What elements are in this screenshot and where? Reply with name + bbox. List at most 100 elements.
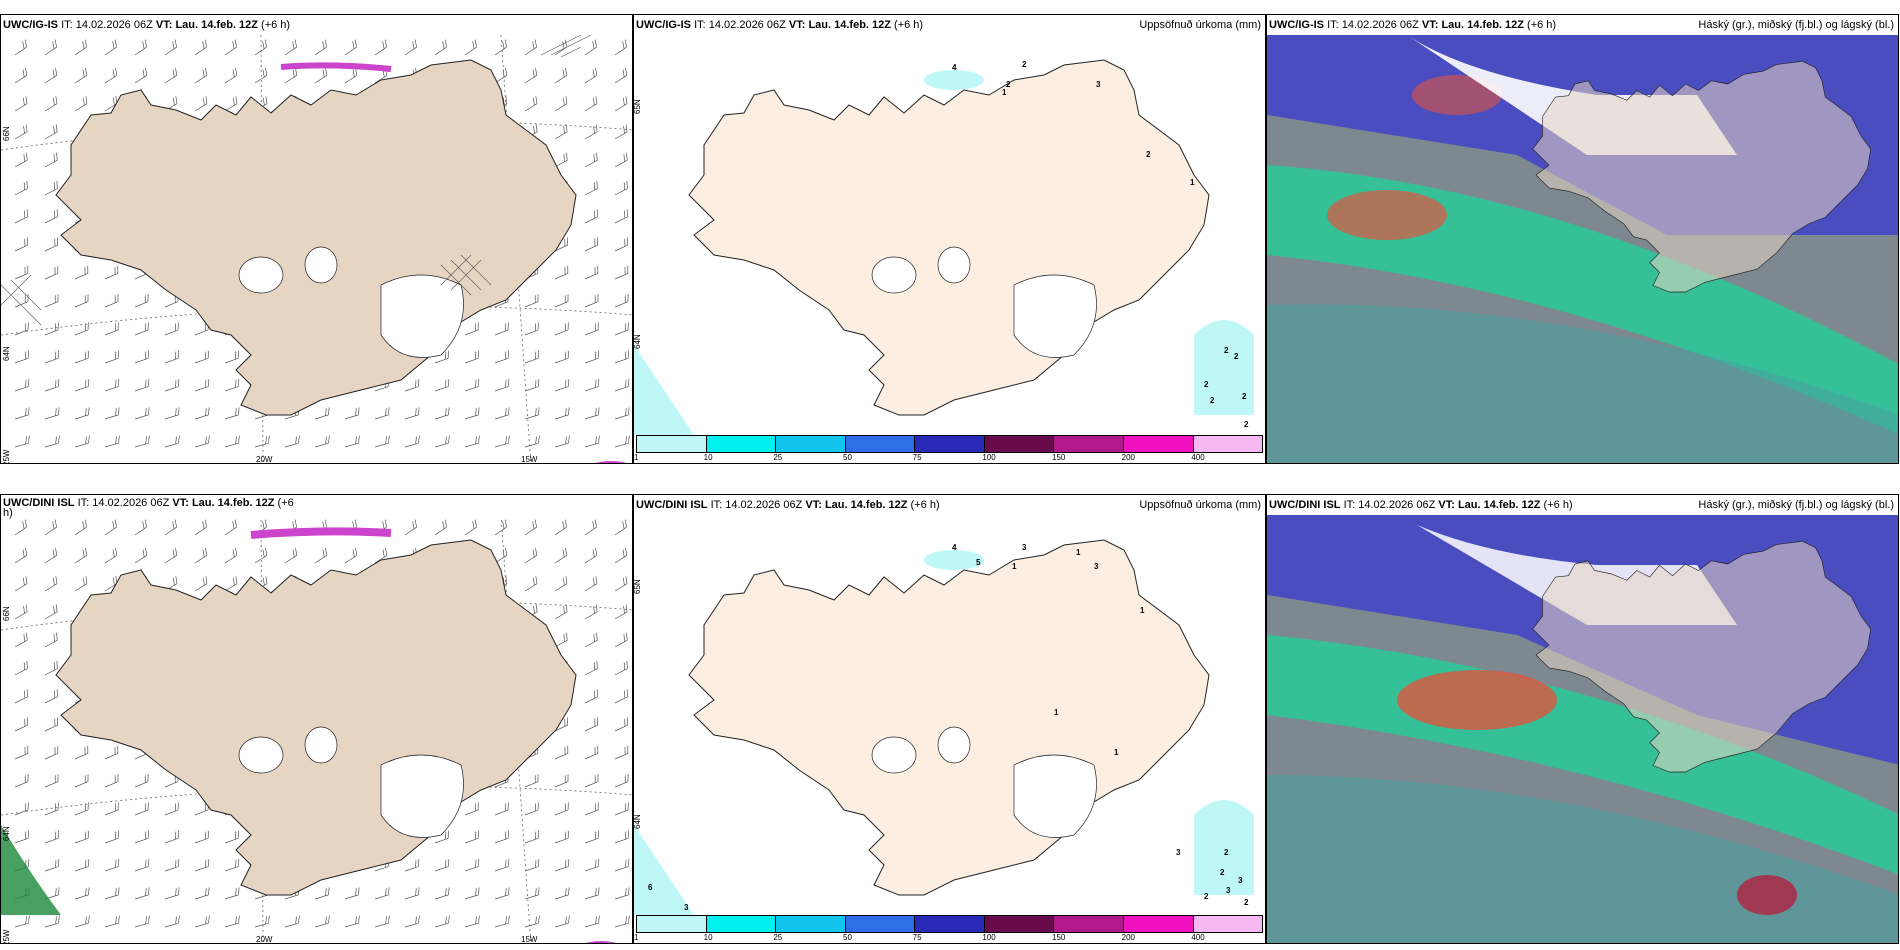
wind-barb: [134, 774, 149, 788]
wind-barb: [494, 915, 510, 928]
wind-barb: [74, 915, 90, 928]
wind-barb: [314, 435, 330, 448]
wind-barb: [434, 915, 450, 928]
wind-barb: [554, 322, 569, 336]
wind-barb: [44, 152, 58, 168]
panel-header: UWC/IG-IS IT: 14.02.2026 06Z VT: Lau. 14…: [1267, 15, 1898, 35]
wind-barb: [74, 435, 90, 448]
wind-barb: [404, 858, 420, 872]
wind-barb: [614, 887, 630, 900]
colorbar-tick-label: 200: [1121, 453, 1136, 462]
wind-barb: [374, 887, 390, 900]
wind-barb: [464, 887, 480, 900]
wind-barb: [584, 350, 599, 364]
wind-barb: [524, 350, 539, 364]
wind-barb: [44, 265, 59, 280]
wind-barb: [524, 435, 540, 448]
wind-barb: [614, 660, 628, 676]
wind-barb: [614, 435, 630, 448]
precip-value: 3: [1096, 80, 1101, 89]
svg-text:64N: 64N: [2, 346, 11, 361]
panel-header: UWC/DINI ISL IT: 14.02.2026 06Z VT: Lau.…: [634, 495, 1265, 515]
wind-barb: [74, 830, 89, 844]
colorbar-cell: [706, 436, 777, 452]
wind-barb: [14, 576, 28, 592]
wind-barb: [224, 378, 240, 392]
wind-barb: [44, 209, 58, 224]
wind-barb: [44, 124, 58, 140]
colorbar-tick-label: 100: [982, 453, 996, 462]
wind-barb: [434, 378, 450, 392]
wind-barb: [74, 887, 90, 900]
precip-map: 4 2 2 1 3 2 1 2 2 2 2 2 2 65N 64N: [634, 35, 1265, 435]
colorbar-tick-label: 400: [1191, 453, 1205, 462]
colorbar-cell: [984, 916, 1055, 932]
wind-barb: [44, 547, 58, 564]
wind-barb: [554, 830, 569, 844]
wind-barb: [44, 689, 58, 704]
wind-barb: [584, 265, 599, 280]
wind-barb: [224, 67, 238, 84]
wind-barb: [14, 265, 29, 280]
wind-barb: [14, 632, 28, 648]
colorbar-tick-label: 10: [703, 453, 713, 462]
colorbar-cell: [915, 436, 985, 452]
wind-barb: [404, 435, 420, 448]
wind-barb: [134, 887, 150, 900]
wind-barb: [554, 745, 569, 760]
wind-barb: [614, 604, 628, 620]
panel-header: UWC/DINI ISL IT: 14.02.2026 06Z VT: Lau.…: [1267, 495, 1898, 515]
wind-barb: [14, 407, 30, 420]
wind-barb: [494, 887, 510, 900]
wind-barb: [524, 887, 540, 900]
svg-text:64N: 64N: [2, 826, 11, 841]
wind-barb: [464, 830, 479, 844]
wind-barb: [164, 67, 178, 84]
precip-value: 2: [1204, 380, 1209, 389]
wind-map: 66N 64N 25W 20W 15W: [1, 515, 632, 944]
precip-value: 2: [1244, 898, 1249, 907]
wind-barb: [584, 435, 600, 448]
wind-barb: [104, 887, 120, 900]
wind-barb: [44, 39, 57, 56]
colorbar-tick-label: 25: [773, 933, 783, 942]
wind-barb: [584, 774, 599, 788]
wind-barb: [314, 67, 328, 84]
wind-barb: [584, 407, 600, 420]
wind-barb: [614, 774, 629, 788]
wind-barb: [14, 180, 28, 196]
wind-barb: [524, 67, 538, 84]
wind-barb: [14, 124, 28, 140]
colorbar-cell: [1123, 436, 1194, 452]
colorbar-tick-label: 400: [1191, 933, 1205, 942]
precip-value: 2: [1210, 396, 1215, 405]
precip-value: 1: [1012, 562, 1017, 571]
wind-barb: [164, 887, 180, 900]
wind-barb: [134, 435, 150, 448]
wind-barb: [614, 209, 628, 224]
wind-barb: [224, 96, 238, 112]
wind-barb: [464, 407, 480, 420]
wind-barb: [74, 576, 88, 592]
wind-barb: [374, 915, 390, 928]
precip-value: 2: [1146, 150, 1151, 159]
wind-barb: [74, 265, 89, 280]
wind-barb: [194, 830, 209, 844]
wind-barb: [374, 407, 390, 420]
wind-barb: [434, 350, 449, 364]
wind-barb: [254, 915, 270, 928]
wind-barb: [584, 745, 599, 760]
wind-barb: [14, 689, 28, 704]
svg-text:64N: 64N: [634, 334, 642, 349]
wind-barb: [44, 632, 58, 648]
wind-barb: [74, 378, 90, 392]
colorbar-tick-label: 1: [634, 933, 639, 942]
wind-barb: [44, 96, 58, 112]
wind-barb: [344, 435, 360, 448]
wind-barb: [374, 39, 387, 56]
precip-value: 3: [1238, 876, 1243, 885]
wind-barb: [224, 39, 237, 56]
wind-barb: [194, 350, 209, 364]
wind-barb: [584, 576, 598, 592]
svg-text:20W: 20W: [256, 935, 273, 944]
